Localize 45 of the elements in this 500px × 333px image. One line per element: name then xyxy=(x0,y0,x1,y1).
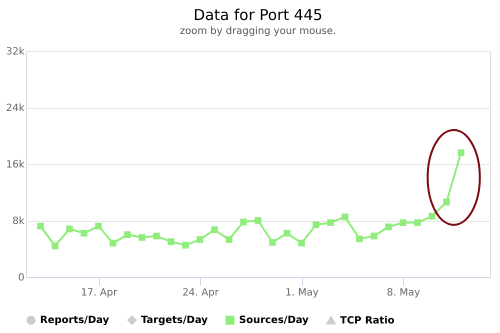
point xyxy=(370,232,378,240)
legend-label: TCP Ratio xyxy=(340,315,395,326)
y-tick-label: 0 xyxy=(18,272,24,284)
point xyxy=(443,198,450,206)
point xyxy=(95,222,102,230)
point xyxy=(66,226,73,232)
legend-label: Targets/Day xyxy=(141,315,208,326)
x-tick-label: 8. May xyxy=(386,288,420,298)
point xyxy=(168,238,174,246)
point xyxy=(182,242,189,249)
point xyxy=(269,239,276,246)
point xyxy=(124,231,131,238)
point xyxy=(284,230,290,237)
point xyxy=(153,232,160,240)
x-tick-label: 24. Apr xyxy=(182,288,220,298)
point xyxy=(211,226,218,234)
point xyxy=(327,219,334,226)
point xyxy=(80,230,88,237)
point xyxy=(385,224,392,230)
point xyxy=(414,219,421,226)
chart-title: Data for Port 445 xyxy=(193,6,323,24)
point xyxy=(226,236,232,243)
point xyxy=(356,236,363,242)
point xyxy=(138,234,146,241)
y-tick-label: 16k xyxy=(6,160,25,170)
legend-label: Sources/Day xyxy=(239,315,310,326)
x-tick-label: 17. Apr xyxy=(80,288,118,298)
point xyxy=(428,212,436,220)
chart-subtitle: zoom by dragging your mouse. xyxy=(180,26,336,37)
point xyxy=(240,218,247,226)
point xyxy=(196,236,204,243)
y-tick-label: 24k xyxy=(6,103,25,114)
y-tick-label: 8k xyxy=(12,216,25,227)
point xyxy=(298,240,305,246)
point xyxy=(37,222,44,230)
point xyxy=(342,214,348,220)
point xyxy=(254,217,262,224)
x-tick-label: 1. May xyxy=(285,288,319,298)
legend-label: Reports/Day xyxy=(40,315,110,326)
point xyxy=(312,221,320,228)
point xyxy=(52,242,58,250)
y-tick-label: 32k xyxy=(6,46,25,58)
point xyxy=(110,240,116,246)
point xyxy=(400,219,406,226)
point xyxy=(458,149,464,156)
